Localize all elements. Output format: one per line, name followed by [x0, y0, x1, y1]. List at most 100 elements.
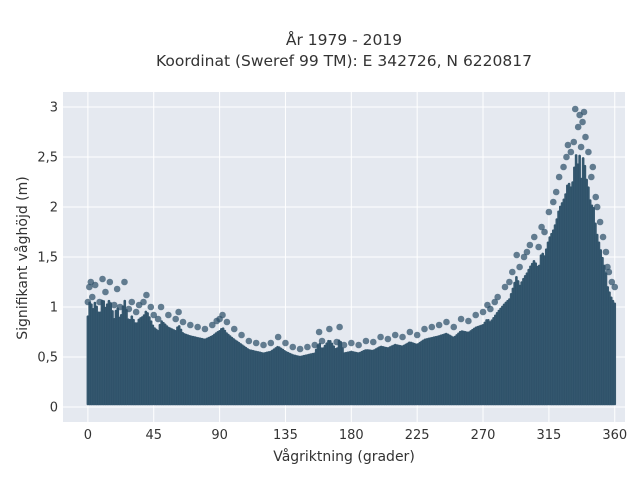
scatter-point: [593, 203, 601, 211]
scatter-point: [596, 218, 604, 226]
y-tick-label: 1: [50, 301, 58, 316]
scatter-point: [150, 311, 158, 319]
scatter-point: [491, 298, 499, 306]
scatter-point: [274, 333, 282, 341]
scatter-point: [413, 331, 421, 339]
scatter-point: [157, 303, 165, 311]
x-tick-label: 270: [471, 428, 496, 443]
scatter-point: [506, 278, 513, 286]
scatter-point: [541, 228, 548, 236]
scatter-point: [552, 188, 560, 196]
scatter-point: [421, 325, 428, 333]
scatter-point: [545, 208, 553, 216]
scatter-point: [577, 143, 585, 151]
x-tick-label: 225: [405, 428, 430, 443]
scatter-point: [535, 243, 542, 251]
scatter-point: [230, 325, 238, 333]
scatter-point: [223, 318, 231, 326]
x-tick-label: 135: [273, 428, 298, 443]
scatter-point: [315, 328, 323, 336]
scatter-point: [245, 337, 253, 345]
scatter-point: [260, 341, 267, 349]
y-tick-label: 0: [50, 401, 58, 416]
scatter-point: [563, 153, 570, 161]
y-tick-label: 0,5: [37, 351, 58, 366]
scatter-point: [362, 337, 370, 345]
scatter-point: [289, 343, 297, 351]
scatter-point: [91, 281, 99, 289]
scatter-point: [121, 278, 128, 286]
scatter-point: [140, 298, 147, 306]
scatter-point: [611, 283, 619, 291]
scatter-point: [530, 233, 538, 241]
scatter-point: [336, 323, 343, 331]
scatter-point: [479, 308, 487, 316]
scatter-point: [487, 305, 494, 313]
scatter-point: [175, 308, 182, 316]
scatter-point: [147, 303, 155, 311]
scatter-point: [377, 333, 384, 341]
scatter-point: [179, 318, 187, 326]
scatter-point: [113, 285, 121, 293]
x-tick-label: 180: [339, 428, 364, 443]
x-tick-label: 360: [602, 428, 627, 443]
scatter-point: [582, 133, 589, 141]
scatter-point: [602, 248, 610, 256]
y-tick-label: 3: [50, 101, 58, 116]
scatter-point: [494, 293, 501, 301]
scatter-point: [580, 108, 588, 116]
scatter-point: [457, 315, 465, 323]
scatter-point: [567, 148, 575, 156]
scatter-point: [311, 341, 319, 349]
scatter-point: [465, 317, 472, 325]
scatter-point: [267, 339, 275, 347]
y-tick-label: 2: [50, 201, 58, 216]
scatter-point: [574, 123, 582, 131]
x-tick-label: 0: [84, 428, 92, 443]
scatter-point: [384, 335, 392, 343]
scatter-point: [579, 118, 586, 126]
scatter-point: [588, 173, 595, 181]
y-tick-label: 2,5: [37, 151, 58, 166]
scatter-point: [592, 193, 600, 201]
scatter-point: [165, 311, 172, 319]
x-tick-label: 90: [211, 428, 228, 443]
scatter-point: [560, 163, 567, 171]
scatter-cloud: [86, 154, 617, 406]
scatter-point: [304, 343, 311, 351]
scatter-point: [172, 315, 179, 323]
scatter-point: [326, 325, 333, 333]
scatter-point: [585, 148, 592, 156]
scatter-point: [106, 278, 114, 286]
scatter-point: [599, 233, 607, 241]
scatter-point: [187, 321, 194, 329]
scatter-point: [435, 321, 443, 329]
scatter-point: [523, 248, 531, 256]
scatter-point: [443, 318, 450, 326]
scatter-point: [96, 298, 103, 306]
x-tick-label: 45: [145, 428, 162, 443]
scatter-point: [125, 305, 133, 313]
y-tick-label: 1,5: [37, 251, 58, 266]
scatter-point: [509, 268, 516, 276]
scatter-point: [399, 333, 406, 341]
scatter-point: [282, 339, 289, 347]
scatter-point: [605, 268, 613, 276]
x-tick-label: 315: [536, 428, 561, 443]
scatter-point: [99, 275, 106, 283]
chart-subtitle: Koordinat (Sweref 99 TM): E 342726, N 62…: [156, 52, 532, 70]
scatter-point: [538, 223, 545, 231]
y-axis-label: Signifikant våghöjd (m): [14, 176, 31, 339]
scatter-point: [570, 138, 578, 146]
scatter-point: [252, 339, 260, 347]
scatter-point: [116, 303, 124, 311]
scatter-point: [348, 339, 355, 347]
scatter-point: [143, 291, 150, 299]
scatter-point: [555, 173, 563, 181]
scatter-point: [549, 198, 557, 206]
scatter-point: [154, 315, 162, 323]
y-axis-ticks: 0 0,5 1 1,5 2 2,5 3: [37, 101, 58, 416]
scatter-point: [589, 163, 597, 171]
scatter-point: [110, 301, 118, 309]
